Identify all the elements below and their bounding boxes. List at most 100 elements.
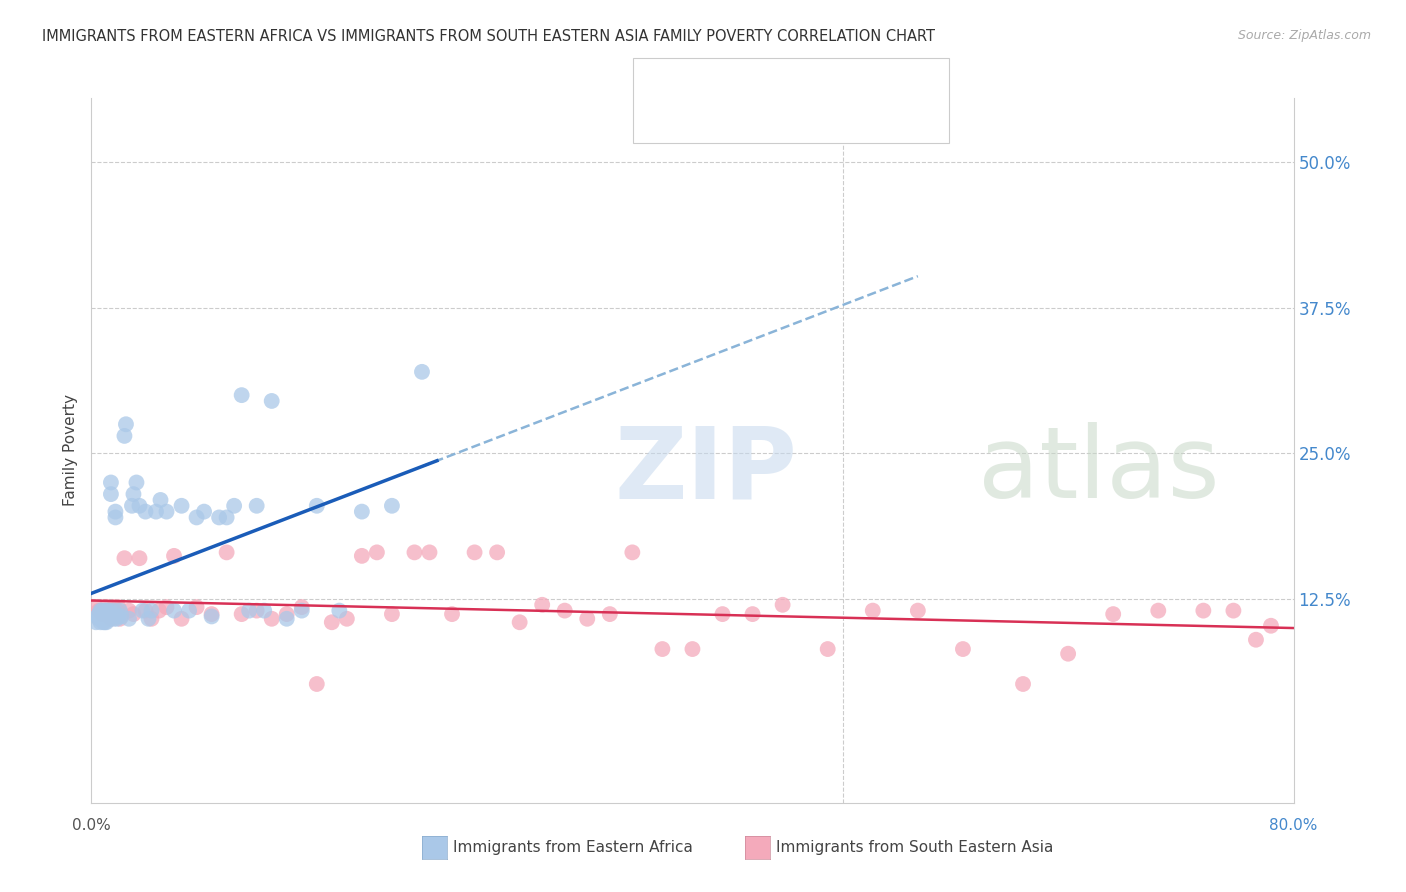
Point [110, 607, 132, 621]
Point [101, 604, 124, 618]
Point [93, 607, 115, 621]
Point [1057, 647, 1080, 661]
Point [163, 549, 186, 563]
Point [87, 612, 110, 626]
Point [121, 499, 143, 513]
Point [215, 545, 238, 559]
Point [90, 604, 112, 618]
Point [125, 475, 148, 490]
Text: Source: ZipAtlas.com: Source: ZipAtlas.com [1237, 29, 1371, 42]
Point [103, 612, 125, 626]
Point [100, 612, 122, 626]
Point [93, 612, 115, 626]
Point [404, 545, 426, 559]
Point [104, 505, 127, 519]
Point [291, 600, 314, 615]
Point [96, 609, 118, 624]
Point [108, 604, 131, 618]
Point [193, 505, 215, 519]
Text: IMMIGRANTS FROM EASTERN AFRICA VS IMMIGRANTS FROM SOUTH EASTERN ASIA FAMILY POVE: IMMIGRANTS FROM EASTERN AFRICA VS IMMIGR… [42, 29, 935, 44]
Point [96, 607, 118, 621]
Point [201, 609, 224, 624]
Point [115, 417, 138, 432]
Point [260, 394, 283, 409]
Text: R =  0.724   N = 71: R = 0.724 N = 71 [696, 73, 872, 91]
Point [291, 604, 314, 618]
Point [98, 604, 121, 618]
Point [96, 612, 118, 626]
Point [141, 612, 163, 626]
Point [89, 604, 111, 618]
Text: 0.0%: 0.0% [72, 818, 111, 833]
Point [651, 642, 673, 657]
Point [94, 604, 117, 618]
Point [681, 642, 703, 657]
Point [170, 612, 193, 626]
Point [381, 607, 404, 621]
Point [131, 604, 153, 618]
Point [114, 429, 136, 443]
Point [224, 499, 246, 513]
Point [1260, 619, 1282, 633]
Point [576, 612, 599, 626]
Point [1147, 604, 1170, 618]
Point [97, 607, 120, 621]
Point [260, 612, 283, 626]
Point [486, 545, 509, 559]
Point [155, 600, 177, 615]
Point [138, 612, 160, 626]
Point [101, 609, 124, 624]
Point [118, 612, 141, 626]
Point [97, 612, 120, 626]
Point [440, 607, 463, 621]
Point [817, 642, 839, 657]
Point [90, 609, 112, 624]
Point [89, 615, 111, 630]
Point [86, 609, 108, 624]
Point [621, 545, 644, 559]
Point [1222, 604, 1244, 618]
Point [122, 487, 145, 501]
Point [201, 607, 224, 621]
Point [907, 604, 929, 618]
Text: 80.0%: 80.0% [1270, 818, 1317, 833]
Point [122, 607, 145, 621]
Point [94, 604, 117, 618]
Point [1102, 607, 1125, 621]
Point [350, 549, 373, 563]
Point [128, 551, 150, 566]
Point [103, 600, 125, 615]
Point [141, 604, 163, 618]
Point [90, 607, 112, 621]
Point [134, 505, 156, 519]
Point [321, 615, 343, 630]
Text: Immigrants from South Eastern Asia: Immigrants from South Eastern Asia [776, 840, 1053, 855]
Point [231, 607, 253, 621]
Point [107, 609, 129, 624]
Point [170, 499, 193, 513]
Point [107, 600, 129, 615]
Point [246, 499, 269, 513]
Point [96, 604, 118, 618]
Point [741, 607, 763, 621]
Point [163, 604, 186, 618]
Text: ZIP: ZIP [614, 422, 797, 519]
Point [366, 545, 388, 559]
Point [128, 499, 150, 513]
Point [599, 607, 621, 621]
Point [464, 545, 486, 559]
Point [276, 612, 298, 626]
Point [711, 607, 734, 621]
Point [94, 607, 117, 621]
Point [862, 604, 884, 618]
Text: Immigrants from Eastern Africa: Immigrants from Eastern Africa [453, 840, 693, 855]
Point [110, 609, 132, 624]
Point [97, 607, 120, 621]
Text: atlas: atlas [979, 422, 1219, 519]
Point [87, 607, 110, 621]
Point [96, 600, 118, 615]
Point [177, 604, 200, 618]
Point [84, 615, 107, 630]
Point [509, 615, 531, 630]
Point [96, 612, 118, 626]
